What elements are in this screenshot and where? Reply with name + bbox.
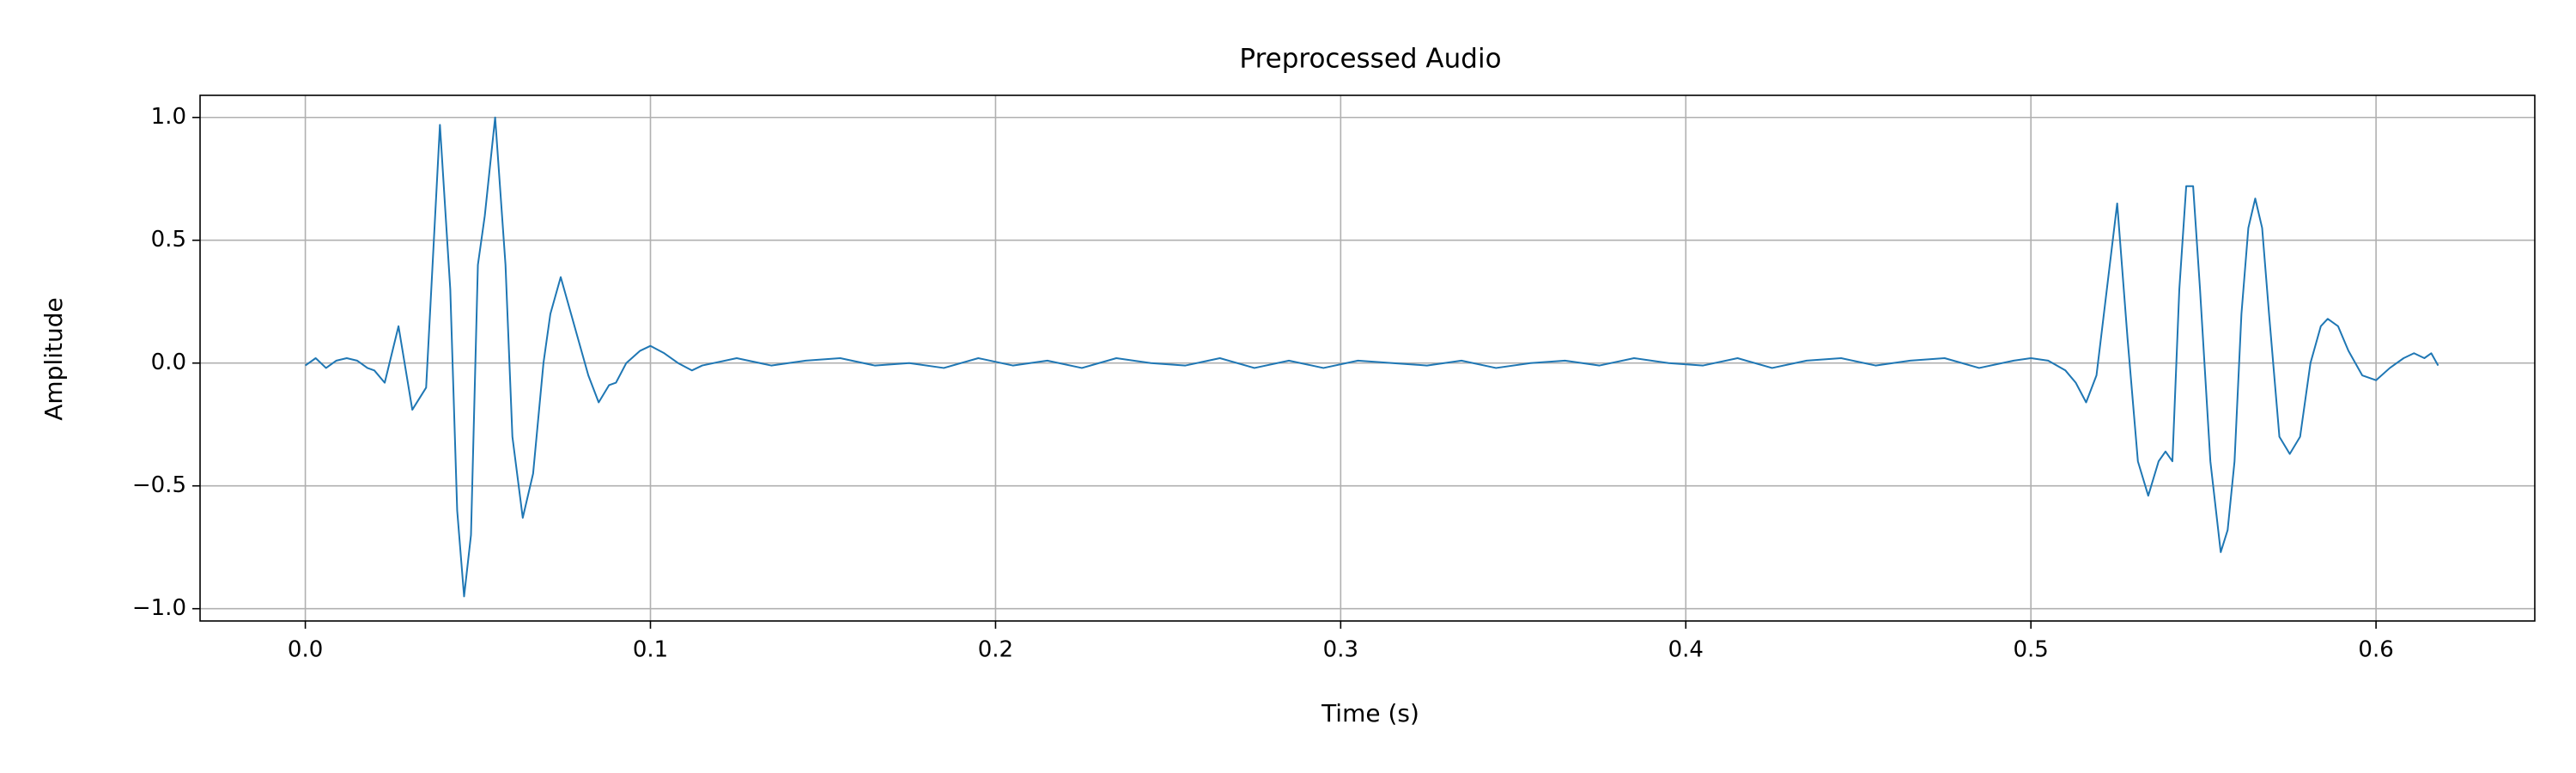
y-tick-label: 0.5: [151, 227, 186, 253]
chart-title: Preprocessed Audio: [1239, 44, 1501, 75]
y-tick-label: −1.0: [132, 595, 186, 621]
x-axis-label: Time (s): [1321, 699, 1419, 727]
x-tick-label: 0.6: [2358, 637, 2393, 663]
x-tick-label: 0.4: [1668, 637, 1704, 663]
x-tick-label: 0.5: [2014, 637, 2049, 663]
x-tick-label: 0.3: [1323, 637, 1358, 663]
x-tick-label: 0.2: [978, 637, 1013, 663]
x-tick-label: 0.0: [288, 637, 323, 663]
waveform-line: [305, 116, 2439, 598]
y-tick-label: 1.0: [151, 104, 186, 130]
x-tick-label: 0.1: [633, 637, 668, 663]
plot-frame: [199, 94, 2536, 622]
y-tick-label: 0.0: [151, 350, 186, 375]
y-tick-label: −0.5: [132, 472, 186, 498]
y-axis-label: Amplitude: [39, 297, 68, 421]
